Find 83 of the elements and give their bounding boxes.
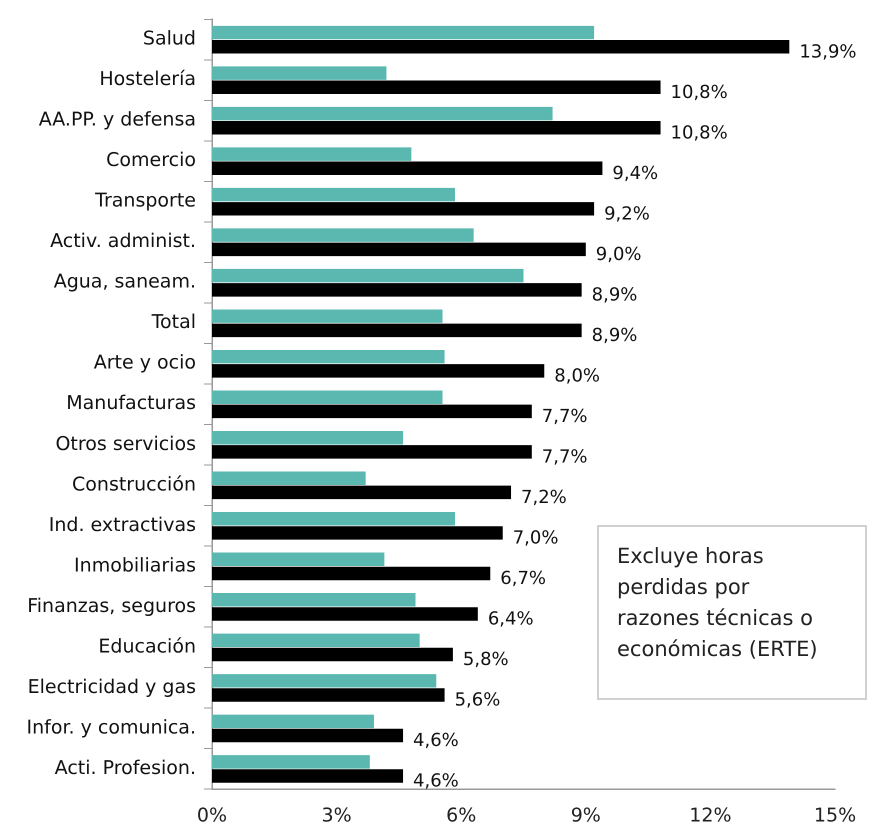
y-tick-label: Infor. y comunica.	[26, 716, 196, 738]
y-tick-label: Ind. extractivas	[48, 514, 196, 536]
data-label: 6,4%	[488, 608, 534, 630]
bar	[212, 755, 370, 769]
bar	[212, 714, 374, 728]
data-label: 10,8%	[670, 122, 728, 144]
bar	[212, 593, 416, 607]
bar	[212, 404, 532, 418]
x-tick-label: 12%	[689, 804, 732, 827]
data-label: 9,0%	[596, 244, 642, 265]
bar	[212, 268, 524, 282]
y-tick-label: Activ. administ.	[50, 230, 196, 252]
data-label: 7,2%	[521, 487, 567, 508]
y-tick-label: Total	[150, 311, 196, 334]
data-label: 6,7%	[500, 568, 546, 590]
bar	[212, 106, 553, 120]
bar	[212, 607, 478, 621]
bar	[212, 648, 453, 662]
data-label: 9,2%	[604, 203, 650, 224]
data-label: 13,9%	[799, 41, 856, 62]
y-tick-label: AA.PP. y defensa	[38, 108, 196, 131]
y-tick-label: Finanzas, seguros	[27, 594, 196, 617]
bar	[212, 26, 594, 40]
bar	[212, 228, 474, 242]
bar	[212, 566, 490, 580]
bar	[212, 350, 445, 364]
data-label: 4,6%	[413, 770, 459, 792]
data-label: 7,7%	[542, 446, 588, 468]
x-tick-label: 15%	[814, 804, 856, 827]
bar	[212, 121, 661, 135]
bar	[212, 688, 445, 702]
data-label: 7,0%	[512, 528, 558, 549]
bar	[212, 769, 404, 783]
y-tick-label: Agua, saneam.	[54, 270, 196, 293]
x-tick-label: 6%	[446, 804, 476, 827]
y-tick-label: Comercio	[106, 149, 196, 172]
y-tick-label: Salud	[142, 28, 196, 50]
data-label: 4,6%	[413, 730, 459, 752]
bar	[212, 188, 455, 202]
y-tick-label: Acti. Profesion.	[54, 756, 196, 779]
y-tick-label: Arte y ocio	[94, 352, 196, 374]
data-label: 9,4%	[612, 162, 658, 184]
y-tick-label: Construcción	[72, 473, 196, 496]
bar	[212, 728, 404, 742]
bar	[212, 66, 386, 80]
y-tick-label: Otros servicios	[55, 432, 196, 455]
y-tick-label: Transporte	[94, 190, 196, 212]
bar	[212, 80, 661, 94]
bar	[212, 242, 586, 256]
y-tick-label: Electricidad y gas	[28, 676, 196, 698]
y-tick-label: Inmobiliarias	[74, 554, 196, 576]
x-tick-label: 0%	[196, 804, 228, 827]
bar	[212, 512, 455, 526]
data-label: 5,8%	[462, 649, 509, 670]
bar	[212, 634, 420, 648]
data-label: 5,6%	[454, 690, 500, 711]
bar	[212, 162, 602, 176]
bar	[212, 202, 594, 216]
data-label: 7,7%	[542, 406, 588, 428]
bar	[212, 526, 503, 540]
bar	[212, 40, 790, 54]
bar	[212, 445, 532, 459]
data-label: 8,9%	[592, 284, 638, 306]
bar	[212, 552, 384, 566]
data-label: 10,8%	[670, 82, 728, 103]
bar	[212, 283, 582, 297]
bar	[212, 390, 443, 404]
bar	[212, 472, 366, 485]
y-tick-label: Hostelería	[99, 68, 196, 90]
bar	[212, 364, 544, 378]
y-tick-label: Manufacturas	[66, 392, 196, 414]
data-label: 8,0%	[554, 366, 600, 387]
bar	[212, 430, 404, 444]
bar	[212, 486, 512, 500]
note-frame: Excluye horas perdidas por razones técnicas o económicas (ERTE)	[597, 525, 867, 700]
x-tick-label: 9%	[570, 804, 601, 827]
data-label: 8,9%	[592, 325, 638, 346]
x-tick-label: 3%	[322, 804, 352, 827]
bar	[212, 324, 582, 338]
bar	[212, 147, 412, 161]
y-tick-label: Educación	[98, 635, 196, 658]
bar	[212, 674, 436, 688]
bar	[212, 309, 443, 323]
